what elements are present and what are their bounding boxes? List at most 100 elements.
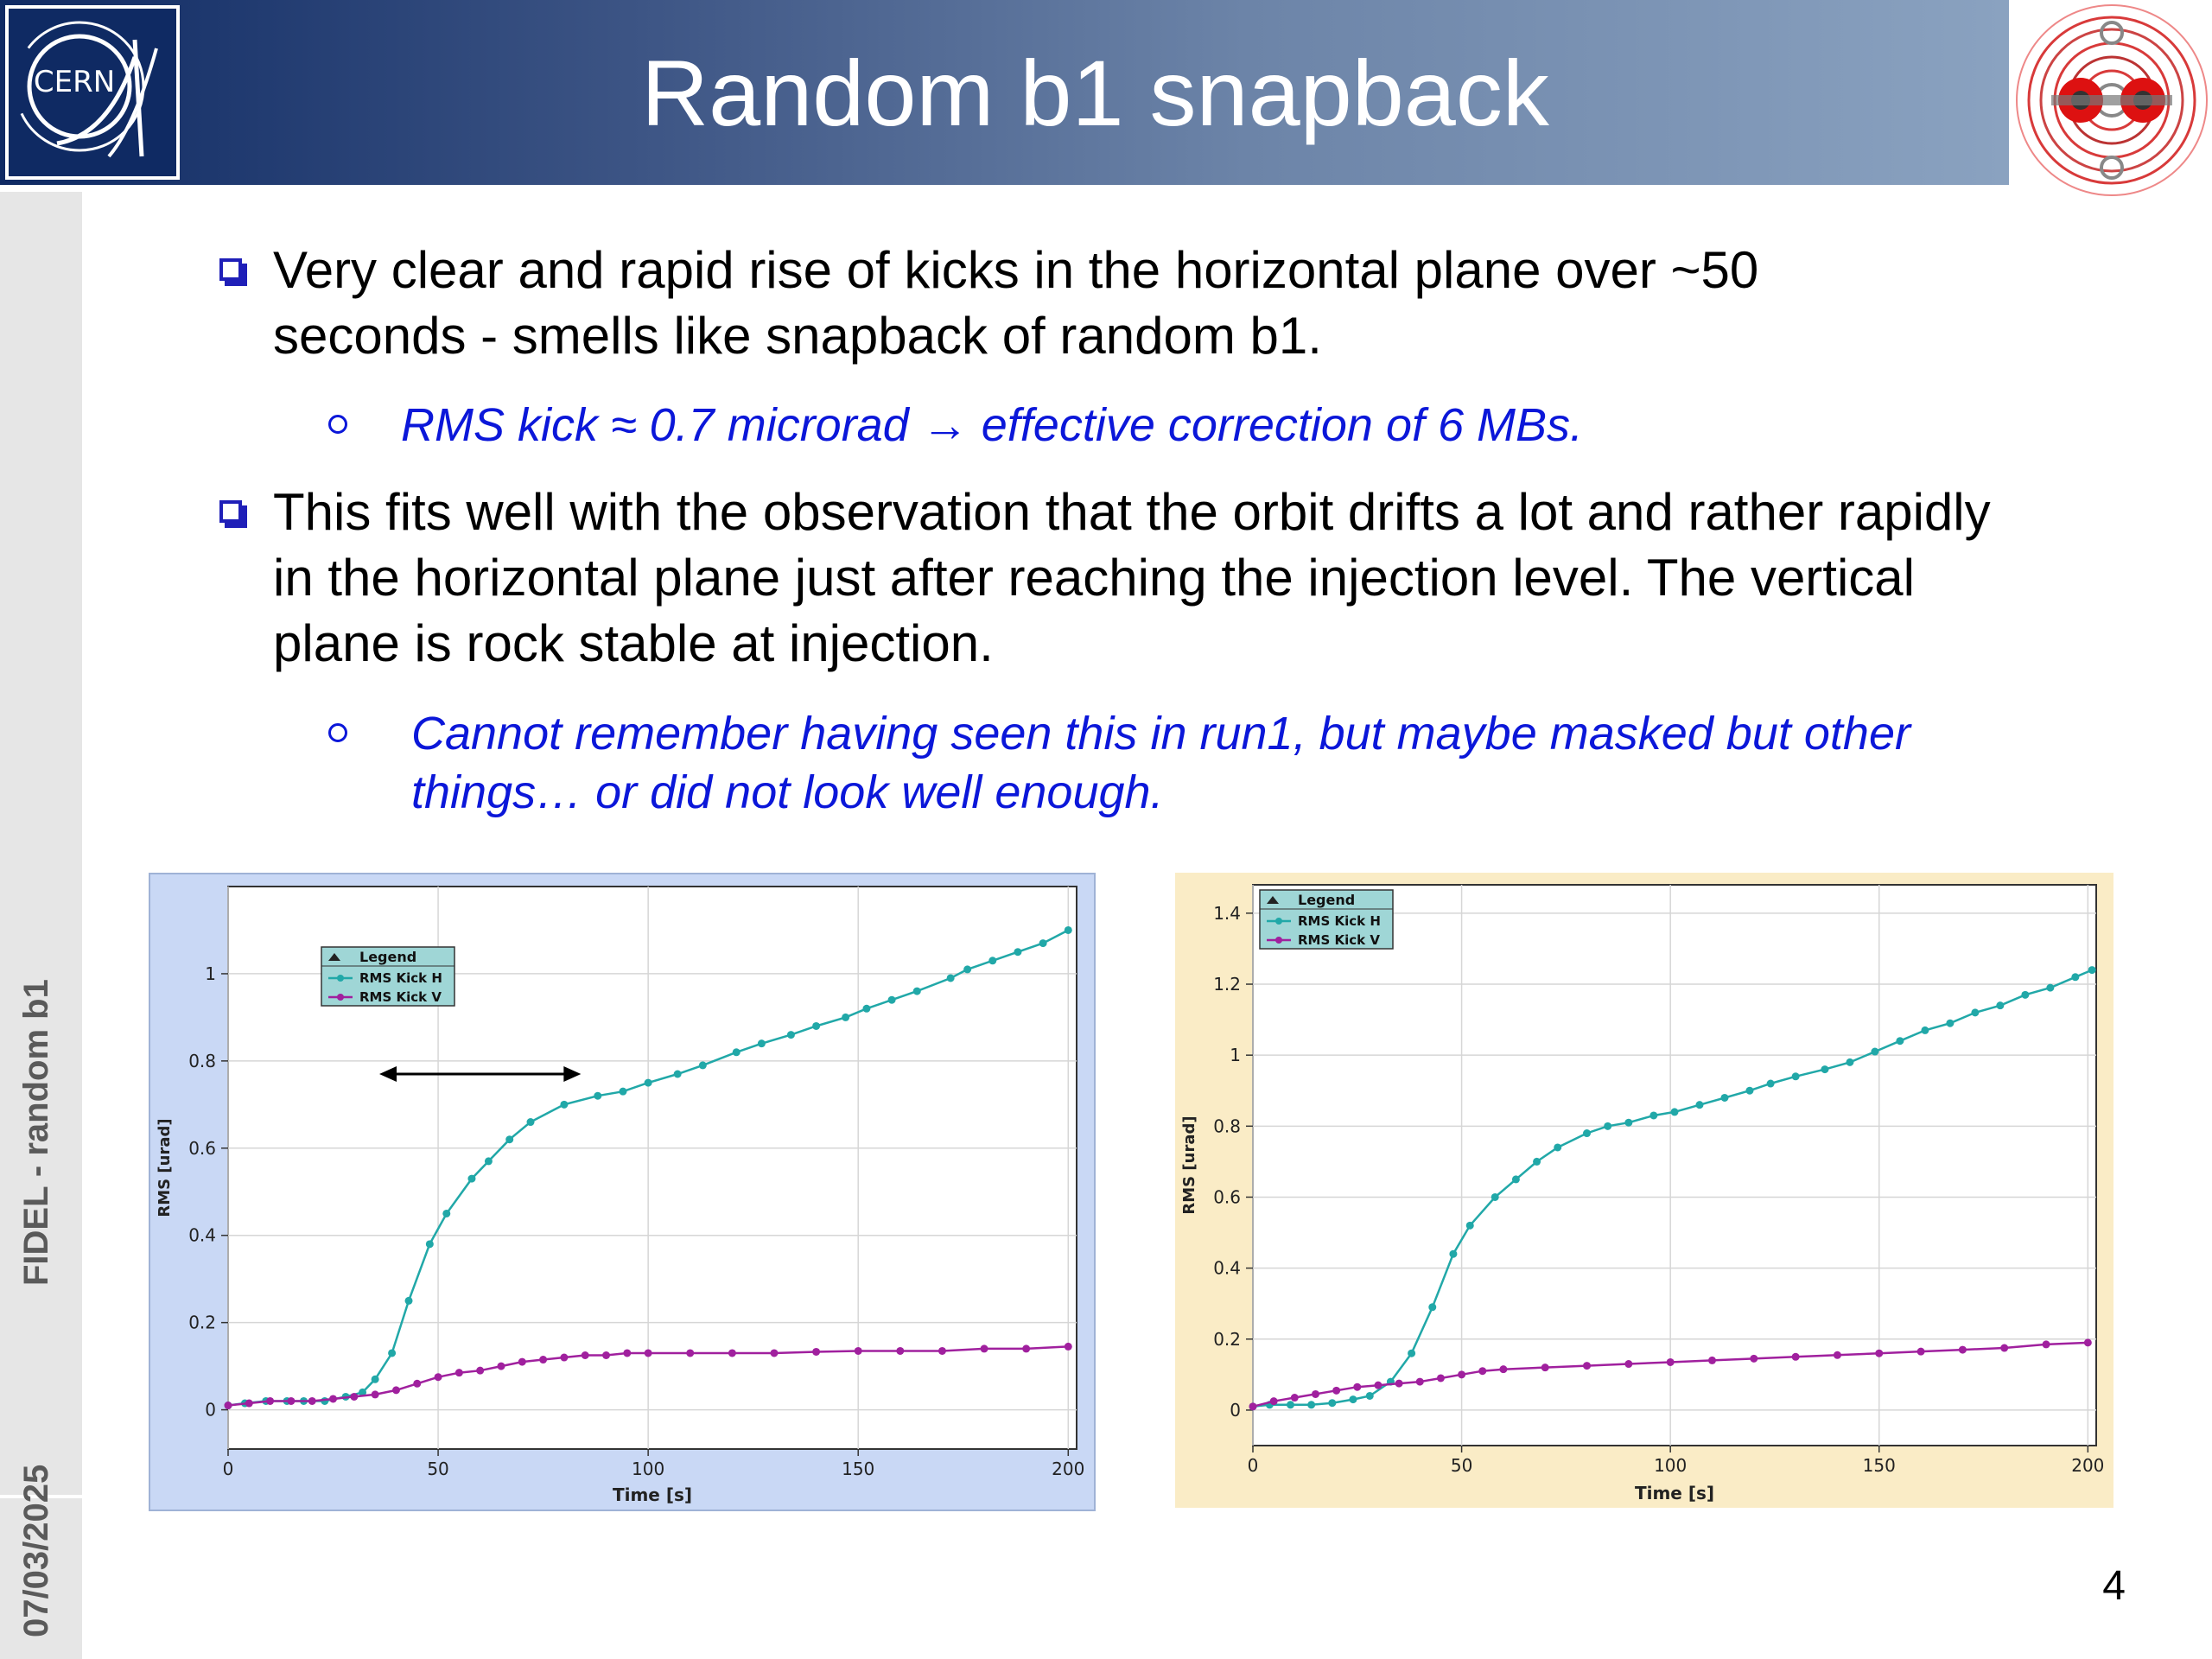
data-point — [505, 1135, 514, 1144]
data-point — [434, 1373, 442, 1382]
data-point — [526, 1118, 535, 1127]
data-point — [1541, 1363, 1549, 1372]
data-point — [1349, 1395, 1357, 1404]
y-tick-label: 0 — [1230, 1400, 1241, 1421]
data-point — [757, 1039, 766, 1048]
data-point — [1666, 1357, 1675, 1366]
y-tick-label: 0.8 — [188, 1051, 216, 1071]
data-point — [2000, 1344, 2009, 1352]
data-point — [812, 1347, 821, 1356]
y-tick-label: 0.4 — [188, 1225, 216, 1246]
data-point — [2071, 973, 2080, 982]
data-point — [912, 987, 921, 995]
data-point — [224, 1402, 232, 1410]
legend: Legend RMS Kick H RMS Kick V — [1259, 889, 1394, 950]
data-point — [1064, 1342, 1072, 1351]
data-point — [560, 1100, 569, 1109]
data-point — [1916, 1347, 1925, 1356]
chart-right: 0 50 100 150 200 0 0.2 0.4 0.6 0.8 1 1.2 1.4 Time [s]… — [1180, 884, 2104, 1503]
data-point — [644, 1349, 652, 1357]
data-point — [388, 1349, 397, 1357]
data-point — [1286, 1401, 1294, 1409]
data-point — [454, 1369, 463, 1377]
data-point — [1707, 1356, 1716, 1364]
data-point — [1791, 1072, 1800, 1081]
x-axis-label: Time [s] — [1635, 1483, 1714, 1503]
bullet-2: This fits well with the observation that… — [219, 480, 2036, 677]
x-tick-label: 200 — [1052, 1459, 1084, 1479]
sub-bullet-2-text: Cannot remember having seen this in run1… — [411, 708, 1910, 818]
data-point — [359, 1388, 367, 1396]
data-point — [1269, 1397, 1278, 1406]
data-point — [728, 1349, 736, 1357]
x-tick-label: 150 — [1863, 1455, 1896, 1476]
data-point — [467, 1174, 476, 1183]
data-point — [371, 1390, 379, 1399]
y-tick-label: 1.4 — [1213, 903, 1241, 924]
data-point — [938, 1346, 946, 1355]
x-tick-label: 50 — [427, 1459, 448, 1479]
data-point — [1491, 1192, 1499, 1201]
data-point — [1670, 1108, 1679, 1116]
data-point — [623, 1349, 632, 1357]
data-point — [842, 1013, 850, 1021]
data-point — [1415, 1377, 1424, 1386]
x-axis-label: Time [s] — [613, 1484, 692, 1505]
data-point — [518, 1357, 526, 1366]
data-point — [1624, 1118, 1633, 1127]
data-point — [732, 1048, 741, 1057]
data-point — [1958, 1345, 1967, 1354]
x-tick-label: 100 — [1654, 1455, 1687, 1476]
sub-bullet-1: RMS kick ≈ 0.7 microrad → effective corr… — [328, 396, 2043, 454]
data-point — [1064, 925, 1072, 934]
x-tick-label: 0 — [223, 1459, 234, 1479]
title-bar: CERN Random b1 snapback — [0, 0, 2009, 185]
page-number: 4 — [2102, 1563, 2126, 1609]
chart-right-panel: 0 50 100 150 200 0 0.2 0.4 0.6 0.8 1 1.2 1.4 Time [s]… — [1175, 873, 2113, 1508]
data-point — [329, 1395, 338, 1403]
data-point — [1649, 1111, 1658, 1120]
data-point — [980, 1344, 988, 1353]
sidebar-divider — [0, 1495, 82, 1498]
data-point — [442, 1209, 451, 1217]
data-point — [946, 974, 955, 982]
data-point — [594, 1091, 602, 1100]
collapse-triangle-icon — [1267, 896, 1279, 904]
data-point — [484, 1157, 493, 1166]
plot-area — [1252, 884, 2097, 1446]
data-point — [1971, 1008, 1980, 1017]
data-point — [581, 1351, 589, 1359]
data-point — [1624, 1360, 1633, 1369]
x-tick-label: 0 — [1248, 1455, 1259, 1476]
data-point — [619, 1087, 627, 1096]
data-point — [1249, 1402, 1257, 1411]
sidebar-date: 07/03/2025 — [17, 1464, 55, 1637]
data-point — [1750, 1354, 1758, 1363]
data-point — [350, 1392, 359, 1401]
arrowhead-right — [563, 1066, 582, 1082]
y-tick-label: 0.2 — [188, 1313, 216, 1333]
data-point — [988, 957, 997, 965]
data-point — [812, 1021, 821, 1030]
x-tick-label: 200 — [2071, 1455, 2104, 1476]
data-point — [371, 1375, 379, 1383]
legend-marker — [1275, 918, 1282, 925]
y-axis-label: RMS [urad] — [1180, 1116, 1198, 1214]
dipole-cross-section-logo — [2016, 4, 2208, 196]
data-point — [287, 1396, 296, 1405]
data-point — [770, 1349, 779, 1357]
data-point — [2046, 983, 2055, 992]
data-point — [1332, 1386, 1341, 1395]
data-point — [1533, 1157, 1541, 1166]
data-point — [1478, 1367, 1487, 1376]
data-point — [1328, 1399, 1337, 1408]
data-point — [1374, 1381, 1382, 1389]
circle-bullet-icon — [328, 723, 347, 742]
data-point — [476, 1366, 485, 1375]
data-point — [673, 1070, 682, 1078]
slide-title: Random b1 snapback — [641, 40, 1549, 145]
data-point — [1436, 1374, 1445, 1382]
chart-left-panel: 0 50 100 150 200 0 0.2 0.4 0.6 0.8 1 Time [s] RMS [u… — [149, 873, 1096, 1511]
y-tick-label: 1 — [1230, 1045, 1241, 1065]
data-point — [245, 1399, 253, 1408]
